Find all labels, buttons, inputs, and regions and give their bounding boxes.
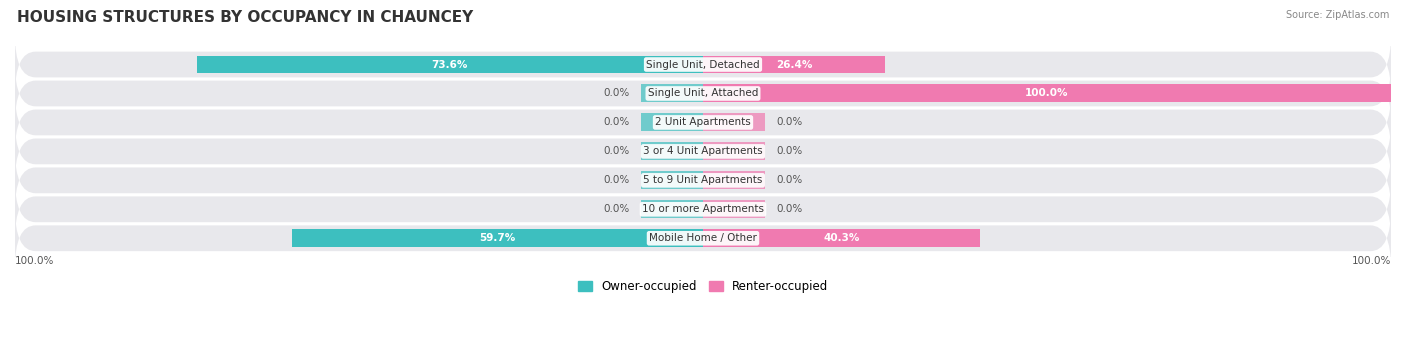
Bar (641, 114, 703, 131)
FancyBboxPatch shape (15, 150, 1391, 211)
Text: 0.0%: 0.0% (776, 204, 803, 214)
Text: 59.7%: 59.7% (479, 233, 516, 243)
Bar (703, 114, 765, 131)
Bar (641, 143, 703, 160)
Bar (703, 85, 1391, 102)
FancyBboxPatch shape (15, 34, 1391, 95)
FancyBboxPatch shape (15, 92, 1391, 153)
Bar (703, 56, 884, 74)
Bar (641, 200, 703, 218)
Text: 100.0%: 100.0% (1025, 88, 1069, 99)
Text: 0.0%: 0.0% (776, 117, 803, 128)
Bar (292, 229, 703, 247)
Text: Source: ZipAtlas.com: Source: ZipAtlas.com (1285, 10, 1389, 20)
Text: 3 or 4 Unit Apartments: 3 or 4 Unit Apartments (643, 146, 763, 157)
Text: 100.0%: 100.0% (15, 256, 55, 266)
Text: 0.0%: 0.0% (603, 146, 630, 157)
Text: 10 or more Apartments: 10 or more Apartments (643, 204, 763, 214)
FancyBboxPatch shape (15, 179, 1391, 240)
Text: 2 Unit Apartments: 2 Unit Apartments (655, 117, 751, 128)
Legend: Owner-occupied, Renter-occupied: Owner-occupied, Renter-occupied (572, 275, 834, 298)
Bar (641, 85, 703, 102)
Text: HOUSING STRUCTURES BY OCCUPANCY IN CHAUNCEY: HOUSING STRUCTURES BY OCCUPANCY IN CHAUN… (17, 10, 474, 25)
FancyBboxPatch shape (15, 63, 1391, 124)
Text: 0.0%: 0.0% (603, 88, 630, 99)
Text: 0.0%: 0.0% (603, 175, 630, 186)
Text: 26.4%: 26.4% (776, 60, 813, 70)
Text: 5 to 9 Unit Apartments: 5 to 9 Unit Apartments (644, 175, 762, 186)
Text: 0.0%: 0.0% (603, 117, 630, 128)
Bar (703, 143, 765, 160)
Bar (197, 56, 703, 74)
Text: Mobile Home / Other: Mobile Home / Other (650, 233, 756, 243)
Text: 0.0%: 0.0% (776, 175, 803, 186)
Text: 0.0%: 0.0% (776, 146, 803, 157)
FancyBboxPatch shape (15, 208, 1391, 269)
Bar (703, 172, 765, 189)
Text: 0.0%: 0.0% (603, 204, 630, 214)
FancyBboxPatch shape (15, 121, 1391, 182)
Text: 73.6%: 73.6% (432, 60, 468, 70)
Bar (703, 200, 765, 218)
Text: Single Unit, Attached: Single Unit, Attached (648, 88, 758, 99)
Text: Single Unit, Detached: Single Unit, Detached (647, 60, 759, 70)
Bar (641, 172, 703, 189)
Text: 40.3%: 40.3% (824, 233, 860, 243)
Text: 100.0%: 100.0% (1351, 256, 1391, 266)
Bar (703, 229, 980, 247)
